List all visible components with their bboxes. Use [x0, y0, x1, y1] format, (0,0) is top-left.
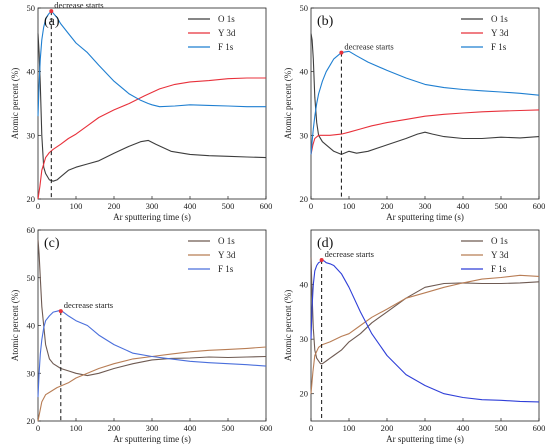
panel-b-y-axis-label: Atomic percent (%) — [283, 68, 293, 139]
panel-b-series-o-1s-line — [310, 33, 540, 155]
panel-b-y-tick-label: 20 — [300, 194, 309, 204]
panel-b-series-f-1s-line — [310, 50, 540, 155]
panel-d-x-tick-label: 600 — [533, 423, 546, 433]
panel-c: 0 100 200 300 400 500 600 20 30 40 50 60 Ar sputteri… — [10, 225, 272, 444]
panel-a-series-o-1s-line — [37, 33, 267, 182]
panel-d-x-tick-label: 400 — [457, 423, 470, 433]
panel-c-x-tick-label: 400 — [184, 423, 197, 433]
panel-c-y-tick-label: 30 — [27, 368, 36, 378]
panel-c-legend-label: Y 3d — [218, 250, 236, 260]
panel-b-y-tick-label: 30 — [300, 130, 309, 140]
panel-b-y-tick-label: 50 — [300, 3, 309, 13]
panel-c-x-tick-label: 600 — [260, 423, 273, 433]
panel-c-annotation-marker — [58, 309, 63, 314]
panel-c-x-tick-label: 500 — [222, 423, 235, 433]
panel-c-y-tick-label: 50 — [27, 273, 36, 283]
panel-c-y-tick-label: 60 — [27, 225, 36, 235]
panel-d-legend-label: F 1s — [491, 264, 507, 274]
panel-b: 0 100 200 300 400 500 600 20 30 40 50 Ar sputtering… — [283, 3, 545, 222]
panel-a-legend-label: O 1s — [218, 14, 235, 24]
panel-a-legend-label: F 1s — [218, 42, 234, 52]
panel-b-annotation-text: decrease starts — [344, 42, 393, 52]
panel-d-series-o-1s-line — [310, 257, 540, 365]
panel-a-y-tick-label: 40 — [27, 67, 36, 77]
panel-d: 0 100 200 300 400 500 600 20 30 40 Ar sputtering t… — [283, 229, 546, 444]
panel-c-y-tick-label: 40 — [27, 321, 36, 331]
panel-d-legend-label: Y 3d — [491, 250, 509, 260]
panel-d-x-tick-label: 300 — [419, 423, 432, 433]
panel-d-annotation-marker — [319, 258, 324, 263]
panel-c-series-y-3d-line — [37, 346, 267, 422]
panel-d-x-tick-label: 100 — [343, 423, 356, 433]
panel-b-x-tick-label: 0 — [309, 201, 313, 211]
panel-c-y-axis-label: Atomic percent (%) — [10, 290, 20, 361]
panel-c-x-tick-label: 100 — [70, 423, 83, 433]
panel-d-y-axis-label: Atomic percent (%) — [283, 290, 293, 361]
panel-a-x-tick-label: 0 — [36, 201, 40, 211]
panel-b-x-tick-label: 300 — [419, 201, 432, 211]
panel-d-x-tick-label: 0 — [309, 423, 313, 433]
panel-b-annotation-marker — [339, 50, 344, 55]
panel-c-label: (c) — [44, 236, 60, 251]
panel-b-x-tick-label: 400 — [457, 201, 470, 211]
panel-a-label: (a) — [44, 14, 60, 29]
panel-c-series-o-1s-line — [37, 239, 267, 377]
panel-c-legend-label: O 1s — [218, 236, 235, 246]
panel-a-y-axis-label: Atomic percent (%) — [10, 68, 20, 139]
panel-d-x-tick-label: 200 — [381, 423, 394, 433]
panel-a-x-tick-label: 200 — [108, 201, 121, 211]
panel-b-x-axis-label: Ar sputtering time (s) — [386, 212, 464, 222]
panel-a-legend-label: Y 3d — [218, 28, 236, 38]
panel-a-series-y-3d-line — [37, 77, 266, 200]
panel-a-y-tick-label: 20 — [27, 194, 36, 204]
panel-c-x-axis-label: Ar sputtering time (s) — [113, 434, 191, 444]
panel-a-x-tick-label: 400 — [184, 201, 197, 211]
panel-d-y-tick-label: 30 — [300, 334, 309, 344]
panel-d-series-f-1s-line — [310, 259, 540, 403]
panel-b-x-tick-label: 500 — [495, 201, 508, 211]
panel-c-annotation-text: decrease starts — [64, 300, 113, 310]
panel-a-x-tick-label: 100 — [70, 201, 83, 211]
panel-a-y-tick-label: 50 — [27, 3, 36, 13]
panel-b-legend-label: O 1s — [491, 14, 508, 24]
panel-a-series-f-1s-line — [37, 10, 266, 117]
panel-b-label: (b) — [317, 14, 334, 29]
panel-a-x-tick-label: 500 — [222, 201, 235, 211]
panel-d-legend-label: O 1s — [491, 236, 508, 246]
panel-a-x-tick-label: 600 — [260, 201, 273, 211]
panel-b-x-tick-label: 100 — [343, 201, 356, 211]
panel-b-series-y-3d-line — [310, 109, 540, 155]
panel-c-legend-label: F 1s — [218, 264, 234, 274]
panel-a-annotation-text: decrease starts — [54, 0, 103, 10]
panel-b-x-tick-label: 200 — [381, 201, 394, 211]
panel-b-legend-label: F 1s — [491, 42, 507, 52]
panel-a: 0 100 200 300 400 500 600 20 30 40 50 Ar sputtering… — [10, 0, 272, 222]
panel-b-x-tick-label: 600 — [533, 201, 546, 211]
panel-c-y-tick-label: 20 — [27, 416, 36, 426]
panel-c-series-f-1s-line — [37, 309, 267, 398]
panel-b-legend-label: Y 3d — [491, 28, 509, 38]
panel-d-series-y-3d-line — [310, 274, 540, 394]
panel-a-annotation-marker — [49, 9, 54, 14]
panel-c-x-tick-label: 0 — [36, 423, 40, 433]
panel-d-x-tick-label: 500 — [495, 423, 508, 433]
panel-d-label: (d) — [317, 236, 334, 251]
panel-c-x-tick-label: 300 — [146, 423, 159, 433]
panel-b-y-tick-label: 40 — [300, 67, 309, 77]
panel-c-x-tick-label: 200 — [108, 423, 121, 433]
panel-d-x-axis-label: Ar sputtering time (s) — [386, 434, 464, 444]
panel-a-x-tick-label: 300 — [146, 201, 159, 211]
panel-d-y-tick-label: 40 — [300, 280, 309, 290]
panel-d-y-tick-label: 20 — [300, 389, 309, 399]
panel-a-x-axis-label: Ar sputtering time (s) — [113, 212, 191, 222]
panel-d-annotation-text: decrease starts — [325, 249, 374, 259]
panel-a-y-tick-label: 30 — [27, 130, 36, 140]
